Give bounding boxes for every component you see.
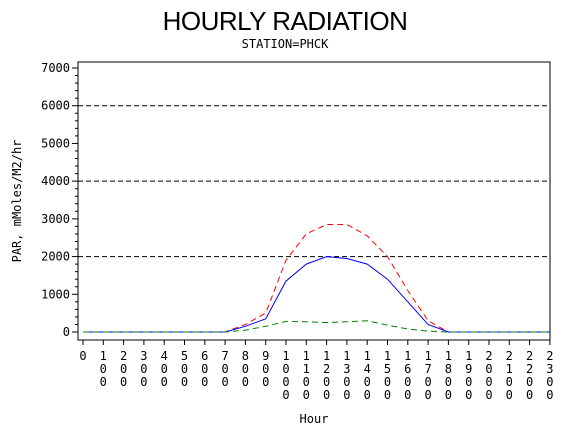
y-tick-label: 3000 [41,212,70,226]
y-axis-label: PAR, mMoles/M2/hr [10,140,24,263]
y-tick-label: 7000 [41,61,70,75]
series-line-3 [83,320,550,333]
x-axis-label: Hour [300,412,329,426]
plot-frame [77,61,551,341]
y-tick-label: 4000 [41,174,70,188]
chart-title: HOURLY RADIATION [162,6,408,36]
y-tick-label: 5000 [41,136,70,150]
x-tick-label: 0 [79,349,86,363]
chart-subtitle: STATION=PHCK [241,37,329,51]
y-tick-label: 0 [63,325,70,339]
y-tick-label: 2000 [41,250,70,264]
y-tick-label: 1000 [41,287,70,301]
y-tick-label: 6000 [41,99,70,113]
series-line-2 [83,256,550,333]
series-line-1 [83,224,550,333]
